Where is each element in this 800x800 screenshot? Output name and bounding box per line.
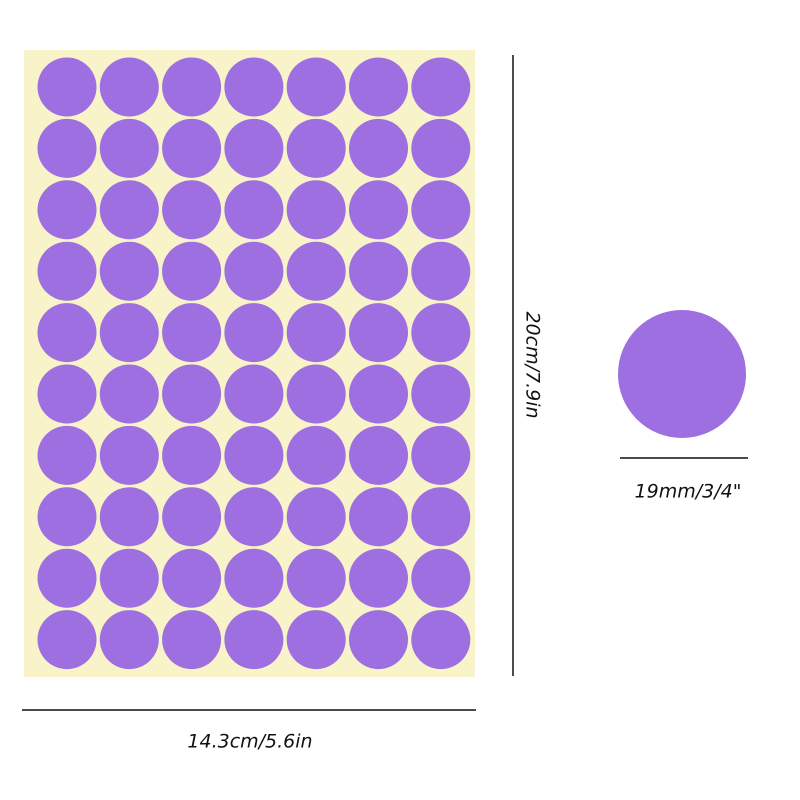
sticker-dot [224, 57, 284, 117]
sticker-dot [162, 610, 222, 670]
sticker-dot [411, 364, 471, 424]
sticker-dot [37, 180, 97, 240]
sticker-dot [224, 241, 284, 301]
sticker-dot [224, 548, 284, 608]
sticker-dot [286, 487, 346, 547]
sticker-dot [99, 180, 159, 240]
width-label: 14.3cm/5.6in [187, 731, 312, 753]
sticker-dot [37, 487, 97, 547]
sticker-dot [349, 548, 408, 608]
sticker-dot [37, 548, 97, 608]
sticker-dot [411, 610, 471, 670]
sticker-dot [411, 548, 471, 608]
sticker-dot [99, 610, 159, 670]
sticker-dot [224, 303, 284, 363]
sticker-dot [411, 487, 471, 547]
sticker-dot [286, 303, 346, 363]
sticker-dot [162, 425, 222, 485]
sticker-dot [162, 180, 222, 240]
sticker-dot [411, 118, 471, 178]
sticker-dot [224, 364, 284, 424]
diameter-label: 19mm/3/4" [635, 481, 742, 503]
sticker-dot [224, 487, 284, 547]
sticker-dot [99, 548, 159, 608]
sticker-dot [37, 57, 97, 117]
sticker-dot [162, 548, 222, 608]
sticker-dot [411, 425, 471, 485]
sticker-dot [349, 364, 408, 424]
sticker-dot [162, 57, 222, 117]
sticker-dot [224, 180, 284, 240]
sticker-dot [286, 610, 346, 670]
sticker-dot [411, 241, 471, 301]
sticker-dot [349, 425, 408, 485]
sticker-dot [411, 303, 471, 363]
sticker-grid [37, 57, 471, 670]
sticker-dot [286, 180, 346, 240]
sticker-dot [349, 303, 408, 363]
sticker-dot [349, 118, 408, 178]
height-label: 20cm/7.9in [522, 311, 544, 418]
sticker-dot [286, 364, 346, 424]
sticker-dot [99, 57, 159, 117]
sticker-dot [286, 118, 346, 178]
sticker-dot [162, 241, 222, 301]
sticker-dot [349, 180, 408, 240]
sticker-dot [162, 487, 222, 547]
sticker-dot [99, 241, 159, 301]
sticker-dot [162, 364, 222, 424]
sticker-dot [286, 425, 346, 485]
sticker-dot [99, 118, 159, 178]
sticker-dot [411, 57, 471, 117]
sticker-dot [37, 610, 97, 670]
sticker-dot [37, 118, 97, 178]
sticker-dot [162, 303, 222, 363]
sticker-dot [37, 425, 97, 485]
sticker-dot [411, 180, 471, 240]
sticker-dot [286, 241, 346, 301]
sticker-dot [349, 487, 408, 547]
sticker-dot [37, 364, 97, 424]
sticker-dot [99, 364, 159, 424]
sticker-dot [99, 303, 159, 363]
sticker-dot [37, 241, 97, 301]
sticker-dot [286, 548, 346, 608]
sticker-dot [224, 610, 284, 670]
sticker-dot [349, 57, 408, 117]
sticker-dot [224, 425, 284, 485]
sticker-dot [37, 303, 97, 363]
sticker-dot [162, 118, 222, 178]
single-sticker [618, 310, 746, 438]
sticker-dot [99, 425, 159, 485]
sticker-dot [349, 241, 408, 301]
sticker-dot [99, 487, 159, 547]
sticker-dot [349, 610, 408, 670]
sticker-dot [286, 57, 346, 117]
sticker-dot [224, 118, 284, 178]
